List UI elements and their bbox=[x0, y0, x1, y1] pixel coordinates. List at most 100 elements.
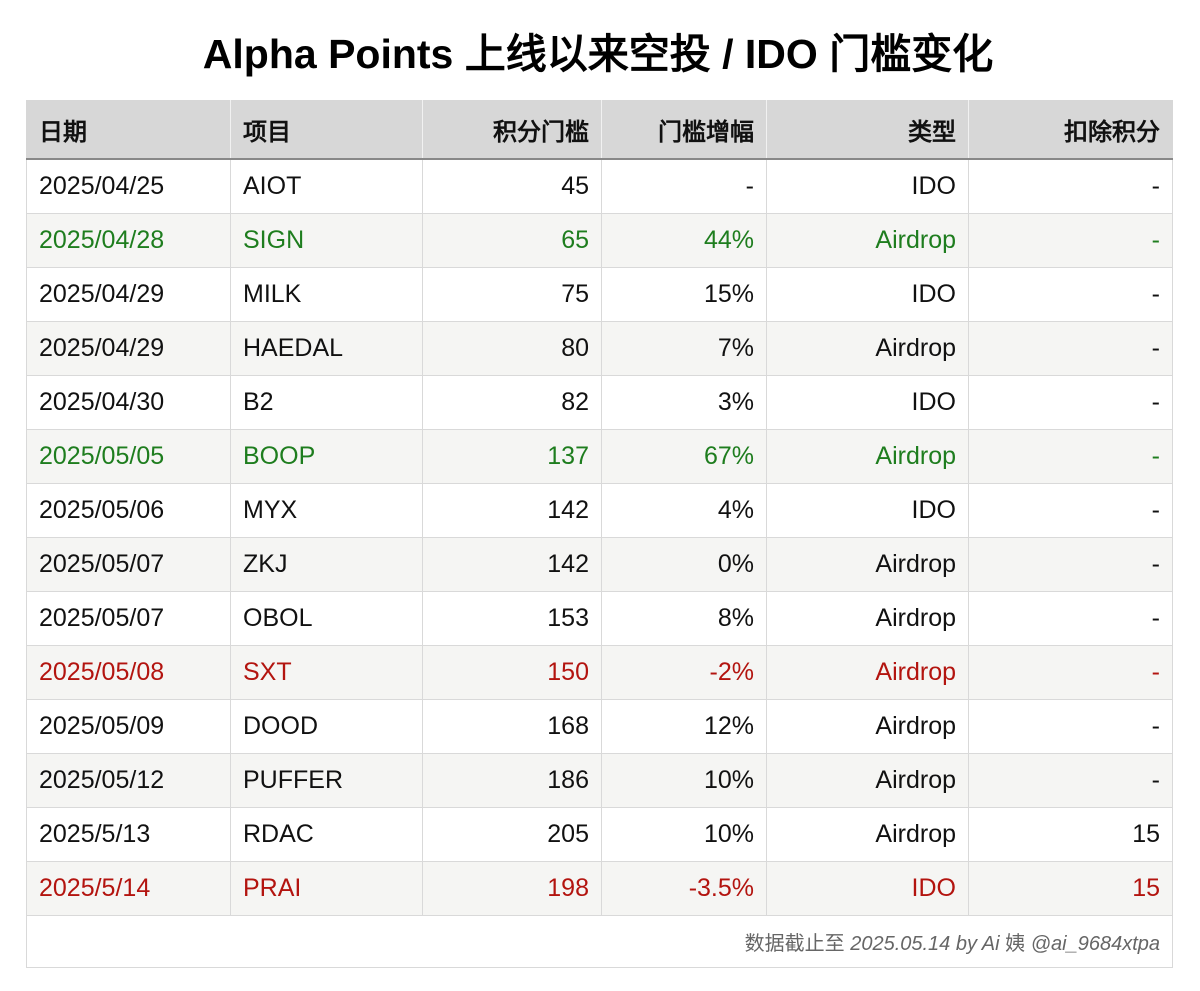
cell-deduct: - bbox=[968, 158, 1173, 214]
cell-deduct: - bbox=[968, 699, 1173, 754]
cell-type: IDO bbox=[766, 483, 969, 538]
cell-points: 65 bbox=[422, 213, 602, 268]
cell-deduct: - bbox=[968, 267, 1173, 322]
cell-increase: 12% bbox=[601, 699, 767, 754]
cell-deduct: - bbox=[968, 213, 1173, 268]
table-row: 2025/04/29 HAEDAL 80 7% Airdrop - bbox=[26, 321, 1173, 376]
cell-project: DOOD bbox=[230, 699, 423, 754]
page-title: Alpha Points 上线以来空投 / IDO 门槛变化 bbox=[202, 31, 994, 77]
cell-project: BOOP bbox=[230, 429, 423, 484]
column-header-type: 类型 bbox=[766, 100, 969, 160]
cell-project: OBOL bbox=[230, 591, 423, 646]
cell-increase: 0% bbox=[601, 537, 767, 592]
cell-type: IDO bbox=[766, 158, 969, 214]
cell-date: 2025/04/28 bbox=[26, 213, 231, 268]
cell-type: Airdrop bbox=[766, 753, 969, 808]
column-header-deduct: 扣除积分 bbox=[968, 100, 1173, 160]
cell-type: Airdrop bbox=[766, 321, 969, 376]
cell-project: MILK bbox=[230, 267, 423, 322]
cell-deduct: - bbox=[968, 483, 1173, 538]
cell-date: 2025/05/12 bbox=[26, 753, 231, 808]
cell-points: 45 bbox=[422, 158, 602, 214]
cell-points: 80 bbox=[422, 321, 602, 376]
cell-points: 75 bbox=[422, 267, 602, 322]
table-row: 2025/05/09 DOOD 168 12% Airdrop - bbox=[26, 699, 1173, 754]
cell-date: 2025/04/29 bbox=[26, 321, 231, 376]
cell-project: ZKJ bbox=[230, 537, 423, 592]
cell-deduct: - bbox=[968, 537, 1173, 592]
cell-type: Airdrop bbox=[766, 807, 969, 862]
cell-date: 2025/05/06 bbox=[26, 483, 231, 538]
cell-date: 2025/04/25 bbox=[26, 158, 231, 214]
cell-type: Airdrop bbox=[766, 645, 969, 700]
cell-type: IDO bbox=[766, 267, 969, 322]
cell-increase: 10% bbox=[601, 753, 767, 808]
cell-deduct: - bbox=[968, 645, 1173, 700]
cell-increase: 8% bbox=[601, 591, 767, 646]
cell-type: Airdrop bbox=[766, 429, 969, 484]
footer-prefix: 数据截止至 bbox=[744, 933, 845, 955]
cell-type: Airdrop bbox=[766, 213, 969, 268]
cell-points: 205 bbox=[422, 807, 602, 862]
cell-increase: -3.5% bbox=[601, 861, 767, 916]
cell-deduct: 15 bbox=[968, 861, 1173, 916]
cell-type: Airdrop bbox=[766, 537, 969, 592]
cell-project: MYX bbox=[230, 483, 423, 538]
cell-project: HAEDAL bbox=[230, 321, 423, 376]
cell-date: 2025/05/08 bbox=[26, 645, 231, 700]
cell-points: 198 bbox=[422, 861, 602, 916]
cell-points: 82 bbox=[422, 375, 602, 430]
cell-increase: 3% bbox=[601, 375, 767, 430]
cell-increase: 67% bbox=[601, 429, 767, 484]
cell-deduct: - bbox=[968, 591, 1173, 646]
footer-author: 姨 bbox=[1005, 933, 1026, 955]
cell-date: 2025/5/14 bbox=[26, 861, 231, 916]
cell-date: 2025/05/05 bbox=[26, 429, 231, 484]
footer-handle: @ai_9684xtpa bbox=[1030, 933, 1160, 955]
threshold-table: 日期 项目 积分门槛 门槛增幅 类型 扣除积分 2025/04/25 AIOT 45… bbox=[26, 100, 1173, 968]
cell-date: 2025/5/13 bbox=[26, 807, 231, 862]
table-row: 2025/5/14 PRAI 198 -3.5% IDO 15 bbox=[26, 861, 1173, 916]
table-row: 2025/5/13 RDAC 205 10% Airdrop 15 bbox=[26, 807, 1173, 862]
cell-deduct: 15 bbox=[968, 807, 1173, 862]
column-header-project: 项目 bbox=[230, 100, 423, 160]
cell-project: PRAI bbox=[230, 861, 423, 916]
cell-project: PUFFER bbox=[230, 753, 423, 808]
column-header-increase: 门槛增幅 bbox=[601, 100, 767, 160]
table-row: 2025/05/08 SXT 150 -2% Airdrop - bbox=[26, 645, 1173, 700]
table-row: 2025/04/25 AIOT 45- IDO - bbox=[26, 158, 1173, 214]
cell-deduct: - bbox=[968, 321, 1173, 376]
cell-points: 168 bbox=[422, 699, 602, 754]
cell-deduct: - bbox=[968, 753, 1173, 808]
table-row: 2025/04/28 SIGN 65 44% Airdrop - bbox=[26, 213, 1173, 268]
cell-deduct: - bbox=[968, 429, 1173, 484]
table-row: 2025/05/05 BOOP 137 67% Airdrop - bbox=[26, 429, 1173, 484]
cell-points: 153 bbox=[422, 591, 602, 646]
table-header-row: 日期 项目 积分门槛 门槛增幅 类型 扣除积分 bbox=[26, 100, 1173, 160]
cell-date: 2025/04/29 bbox=[26, 267, 231, 322]
cell-date: 2025/04/30 bbox=[26, 375, 231, 430]
cell-points: 142 bbox=[422, 537, 602, 592]
cell-date: 2025/05/09 bbox=[26, 699, 231, 754]
cell-project: SXT bbox=[230, 645, 423, 700]
cell-points: 137 bbox=[422, 429, 602, 484]
cell-increase: 4% bbox=[601, 483, 767, 538]
cell-project: SIGN bbox=[230, 213, 423, 268]
cell-deduct: - bbox=[968, 375, 1173, 430]
table-row: 2025/05/07 OBOL 153 8% Airdrop - bbox=[26, 591, 1173, 646]
cell-increase: 44% bbox=[601, 213, 767, 268]
cell-points: 186 bbox=[422, 753, 602, 808]
cell-type: IDO bbox=[766, 861, 969, 916]
cell-increase: -2% bbox=[601, 645, 767, 700]
table-body: 2025/04/25 AIOT 45- IDO -2025/04/28 SIGN 65 44%… bbox=[26, 158, 1173, 916]
footer-row: 数据截止至 2025.05.14 by Ai 姨 @ai_9684xtpa bbox=[26, 915, 1173, 968]
cell-points: 142 bbox=[422, 483, 602, 538]
table-row: 2025/05/12 PUFFER 186 10% Airdrop - bbox=[26, 753, 1173, 808]
table-row: 2025/05/06 MYX 142 4% IDO - bbox=[26, 483, 1173, 538]
table-row: 2025/05/07 ZKJ 142 0% Airdrop - bbox=[26, 537, 1173, 592]
footer-date: 2025.05.14 by Ai bbox=[850, 933, 1000, 955]
cell-date: 2025/05/07 bbox=[26, 537, 231, 592]
cell-date: 2025/05/07 bbox=[26, 591, 231, 646]
cell-increase: 7% bbox=[601, 321, 767, 376]
cell-type: Airdrop bbox=[766, 591, 969, 646]
